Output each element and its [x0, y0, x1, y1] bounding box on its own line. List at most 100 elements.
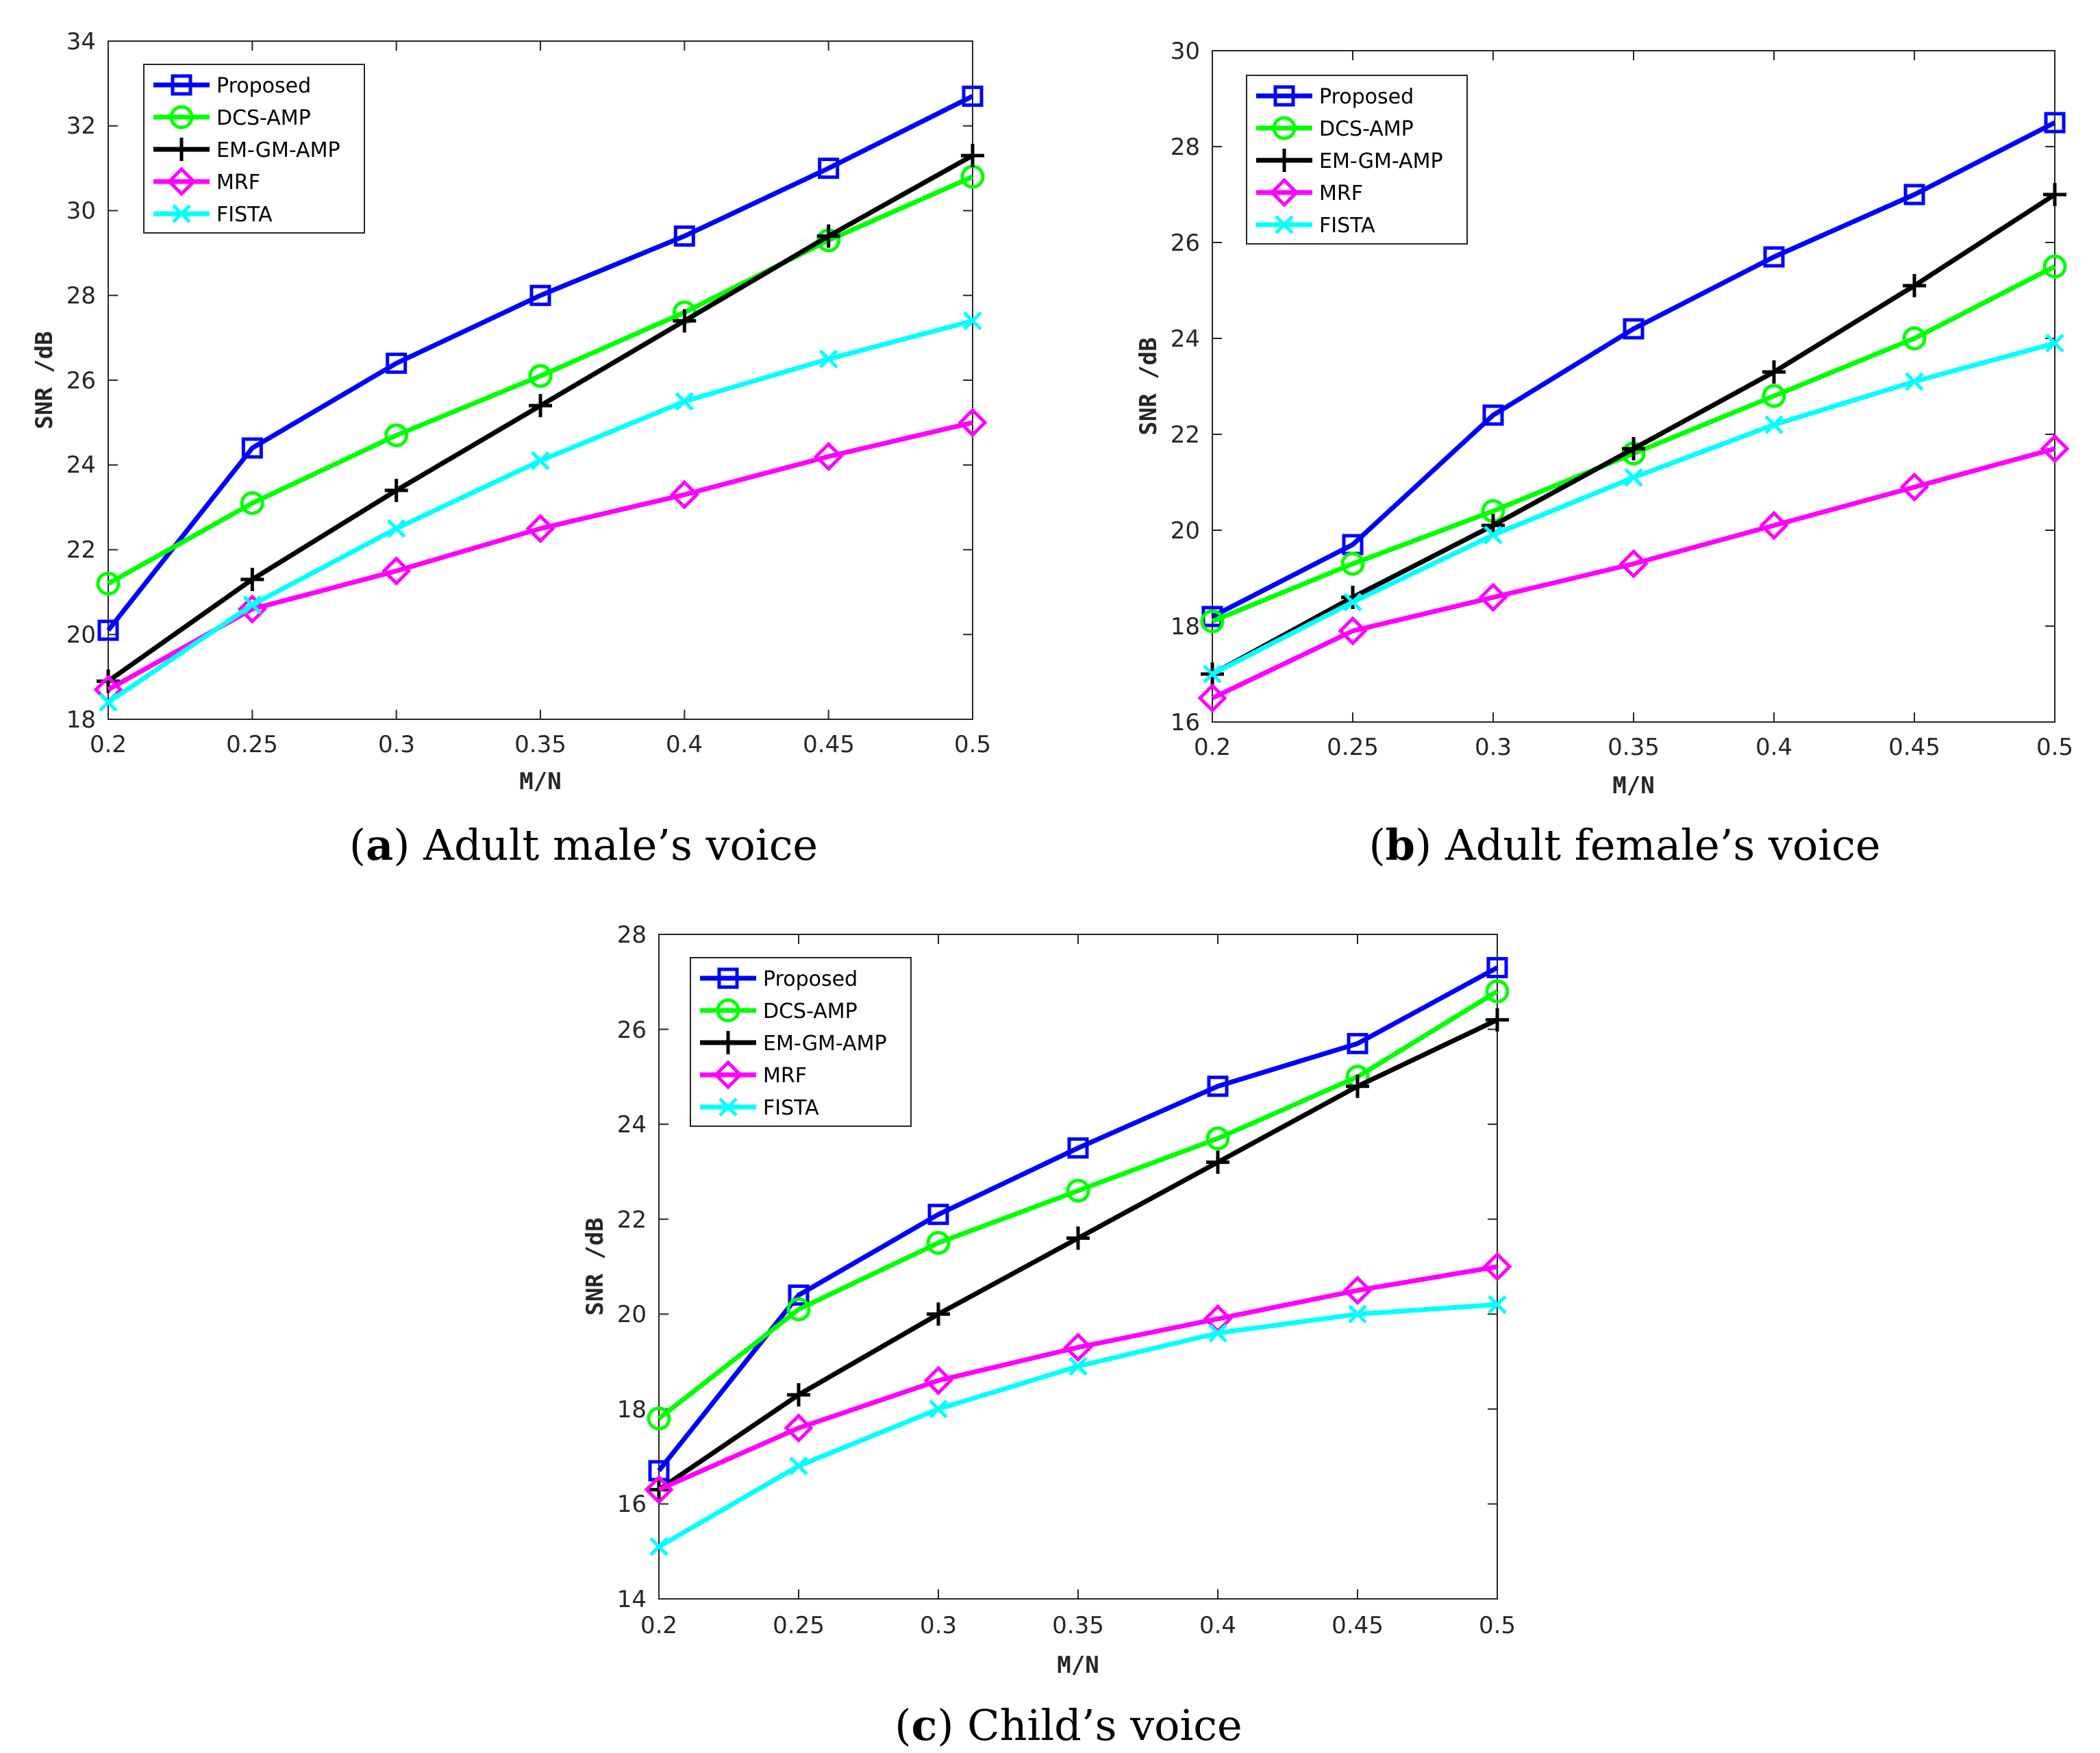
x-tick-label: 0.4: [1199, 1612, 1236, 1639]
series-proposed: [97, 85, 984, 641]
legend-marker-proposed: [1273, 85, 1295, 107]
legend-marker-dcs-amp: [716, 998, 740, 1023]
x-tick-labels-c: 0.2 0.25 0.3 0.35 0.4 0.45 0.5: [640, 1612, 1516, 1639]
data-point-proposed: [1067, 1137, 1089, 1159]
data-point-mrf: [1618, 549, 1649, 579]
caption-text-b: Adult female’s voice: [1445, 820, 1881, 870]
y-tick-label: 22: [1171, 421, 1200, 449]
data-point-em-gm-amp: [961, 144, 984, 168]
x-tick-label: 0.45: [803, 731, 855, 758]
data-point-dcs-amp: [96, 571, 121, 596]
y-tick-label: 28: [1171, 134, 1200, 161]
y-tick-label: 28: [66, 282, 96, 310]
x-tick-label: 0.45: [1332, 1612, 1384, 1639]
series-fista: [649, 1295, 1507, 1556]
data-point-fista: [1203, 664, 1222, 684]
data-point-proposed: [2044, 112, 2066, 134]
caption-text-c: Child’s voice: [967, 1700, 1242, 1750]
data-point-em-gm-amp: [1206, 1150, 1229, 1174]
data-point-dcs-amp: [2042, 254, 2067, 279]
legend-marker-dcs-amp: [169, 105, 194, 129]
y-tick-label: 16: [1171, 709, 1200, 736]
x-axis-label-c: M/N: [1057, 1652, 1099, 1679]
legend-marker-dcs-amp: [1272, 116, 1297, 140]
series-line-proposed: [1211, 120, 2056, 619]
legend-label-mrf: MRF: [1319, 182, 1363, 206]
data-point-proposed: [529, 284, 551, 306]
data-point-mrf: [1899, 472, 1929, 502]
series-proposed: [648, 957, 1508, 1482]
data-point-proposed: [673, 225, 695, 247]
data-point-proposed: [962, 85, 984, 107]
y-tick-label: 18: [66, 706, 96, 734]
x-tick-label: 0.5: [2036, 734, 2073, 761]
x-tick-label: 0.25: [1327, 734, 1379, 761]
y-tick-label: 30: [66, 197, 96, 225]
data-point-fista: [1764, 415, 1784, 434]
series-line-proposed: [657, 965, 1499, 1473]
data-point-mrf: [1342, 1276, 1373, 1306]
caption-a: (a) Adult male’s voice: [349, 820, 818, 870]
data-point-fista: [531, 451, 550, 471]
data-point-em-gm-amp: [240, 567, 264, 591]
legend-marker-mrf: [166, 166, 197, 197]
y-tick-label: 20: [617, 1301, 647, 1328]
data-point-mrf: [1759, 510, 1789, 540]
y-tick-label: 22: [66, 536, 96, 564]
data-point-mrf: [382, 556, 412, 586]
series-mrf: [1197, 434, 2070, 713]
data-point-fista: [818, 349, 838, 369]
series-group-a: [93, 85, 988, 712]
y-tick-label: 26: [1171, 229, 1200, 257]
series-line-mrf: [107, 420, 973, 692]
data-point-proposed: [1763, 246, 1785, 268]
y-tick-label: 20: [66, 621, 96, 649]
series-group-b: [1197, 112, 2070, 713]
y-tick-label: 20: [1171, 517, 1200, 545]
data-point-mrf: [958, 408, 988, 438]
x-axis-label-a: M/N: [519, 768, 561, 795]
x-tick-labels-b: 0.2 0.25 0.3 0.35 0.4 0.45 0.5: [1194, 734, 2073, 761]
data-point-fista: [242, 595, 262, 614]
y-tick-label: 24: [617, 1111, 647, 1139]
data-point-fista: [2045, 334, 2064, 353]
legend-label-em-gm-amp: EM-GM-AMP: [763, 1032, 887, 1056]
x-tick-label: 0.3: [1475, 734, 1512, 761]
data-point-proposed: [1486, 957, 1508, 978]
y-axis-label-c: SNR /dB: [582, 1217, 609, 1315]
data-point-em-gm-amp: [1762, 360, 1786, 384]
x-tick-label: 0.5: [1479, 1612, 1516, 1639]
data-point-em-gm-amp: [384, 478, 408, 502]
data-point-em-gm-amp: [1903, 274, 1926, 297]
legend-label-proposed: Proposed: [216, 74, 311, 98]
data-point-proposed: [1903, 184, 1925, 206]
legend-label-mrf: MRF: [216, 171, 260, 195]
data-point-proposed: [1207, 1076, 1229, 1097]
data-point-em-gm-amp: [673, 309, 697, 333]
x-tick-label: 0.35: [1608, 734, 1660, 761]
series-fista: [99, 311, 982, 712]
y-tick-labels-c: 14 16 18 20 22 24 26 28: [617, 921, 647, 1613]
y-axis-label-a: SNR /dB: [31, 331, 58, 429]
legend-marker-em-gm-amp: [716, 1031, 740, 1054]
data-point-dcs-amp: [240, 490, 264, 515]
data-point-em-gm-amp: [1486, 1008, 1509, 1032]
legend-a: Proposed DCS-AMP EM-GM-AMP MRF FISTA: [143, 64, 365, 234]
series-line-mrf: [658, 1264, 1498, 1492]
legend-marker-fista: [172, 204, 191, 223]
data-point-dcs-amp: [1066, 1178, 1090, 1203]
series-line-mrf: [1211, 446, 2055, 701]
series-fista: [1203, 334, 2064, 684]
panel-c: 0.2 0.25 0.3 0.35 0.4 0.45 0.5 14 16 18 …: [582, 921, 1516, 1750]
caption-letter-a: a: [366, 820, 393, 870]
y-tick-labels-b: 16 18 20 22 24 26 28 30: [1171, 38, 1200, 736]
caption-c: (c) Child’s voice: [895, 1700, 1242, 1750]
legend-marker-mrf: [713, 1060, 743, 1090]
data-point-fista: [1348, 1304, 1367, 1324]
data-point-mrf: [784, 1413, 814, 1443]
data-point-proposed: [1482, 404, 1504, 426]
legend-label-proposed: Proposed: [763, 967, 858, 991]
data-point-fista: [963, 311, 982, 331]
data-point-proposed: [1347, 1032, 1368, 1054]
data-point-proposed: [386, 352, 408, 374]
